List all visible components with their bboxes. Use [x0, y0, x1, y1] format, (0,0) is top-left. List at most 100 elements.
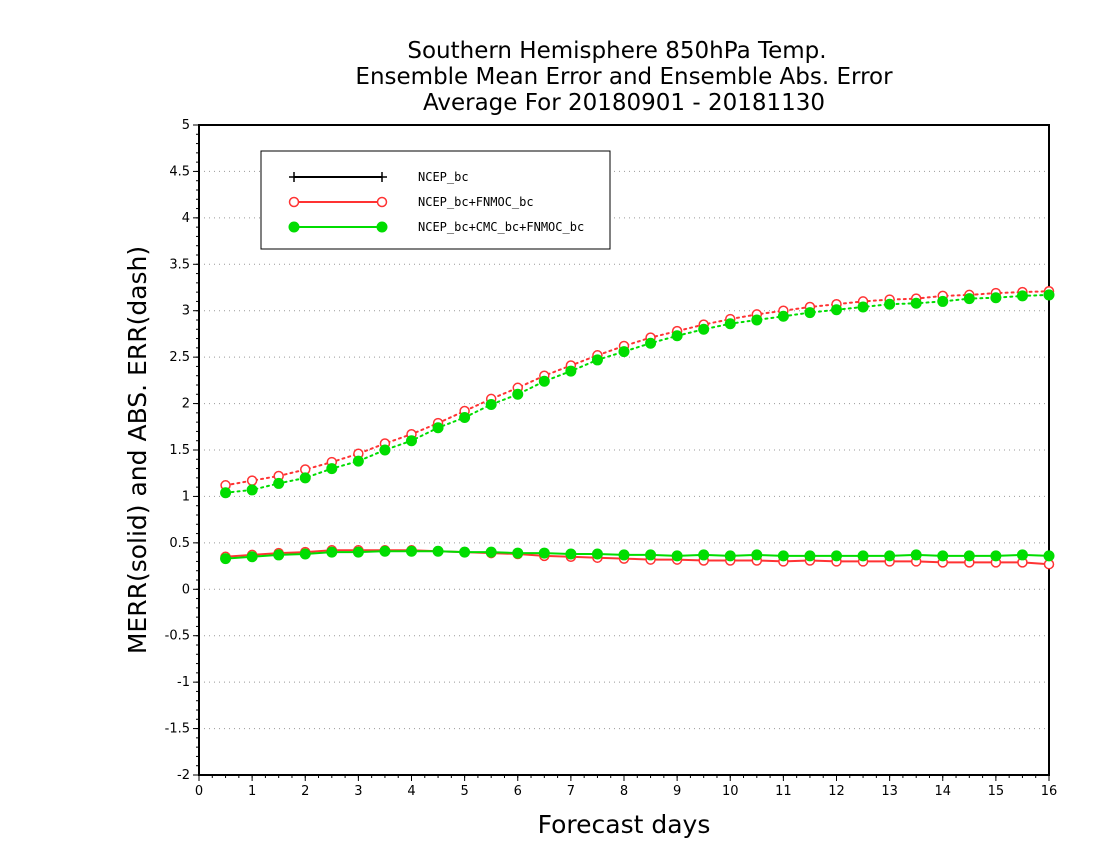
series-2-merr-line: [225, 550, 1050, 560]
legend-marker-1: [288, 196, 300, 208]
legend-marker-2: [288, 221, 300, 233]
series-2-abs-err-point: [698, 323, 710, 335]
series-2-merr-point: [937, 550, 949, 562]
series-2-abs-err-point: [884, 298, 896, 310]
series-2-merr-point: [273, 549, 285, 561]
series-2-merr-point: [618, 549, 630, 561]
series-2-abs-err-point: [299, 472, 311, 484]
title-line-3: Average For 20180901 - 20181130: [423, 90, 825, 116]
series-2-merr-point: [1043, 550, 1055, 562]
series-2-abs-err-point: [565, 365, 577, 377]
y-tick-label: 5: [182, 118, 190, 133]
series-2-merr-point: [751, 549, 763, 561]
x-tick-label: 14: [934, 784, 951, 799]
series-2-merr-point: [406, 545, 417, 557]
series-2-abs-err-point: [512, 388, 524, 400]
series-2-abs-err-point: [751, 314, 763, 326]
series-2-abs-err-point: [645, 337, 657, 349]
legend-label-1: NCEP_bc+FNMOC_bc: [418, 195, 534, 209]
series-2-merr-point: [990, 550, 1002, 562]
title-line-2: Ensemble Mean Error and Ensemble Abs. Er…: [355, 64, 893, 90]
y-tick-label: 3: [182, 304, 190, 319]
y-tick-label: -1: [177, 675, 190, 690]
series-2-merr-point: [777, 550, 789, 562]
legend-marker-0: [289, 172, 299, 182]
series-1-abs-err-line: [224, 290, 1050, 487]
x-tick-label: 0: [195, 784, 203, 799]
series-2-abs-err-point: [485, 399, 497, 410]
x-tick-label: 4: [407, 784, 415, 799]
series-2-abs-err-point: [379, 444, 391, 456]
x-tick-label: 7: [567, 784, 575, 799]
legend: NCEP_bc NCEP_bc+FNMOC_bc NCEP_bc+CMC_bc+FN…: [260, 150, 611, 250]
series-2-merr-point: [671, 550, 683, 562]
series-2-abs-err-point: [937, 295, 949, 307]
series-2-merr-point: [831, 550, 842, 562]
series-2-abs-err-point: [591, 354, 603, 366]
y-tick-label: 3.5: [169, 257, 190, 272]
series-2-abs-err-point: [273, 477, 285, 489]
series-2: [220, 289, 1055, 565]
series-2-abs-err-point: [618, 346, 630, 358]
x-axis-title: Forecast days: [538, 810, 711, 839]
y-axis-title: MERR(solid) and ABS. ERR(dash): [123, 246, 152, 654]
series-2-merr-point: [1016, 549, 1028, 561]
chart-title: Southern Hemisphere 850hPa Temp. Ensembl…: [355, 38, 893, 116]
series-2-merr-point: [432, 545, 444, 557]
series-2-merr-point: [565, 548, 577, 560]
series-2-abs-err-point: [777, 310, 789, 322]
x-tick-label: 12: [828, 784, 845, 799]
series-2-abs-err-point: [671, 330, 683, 342]
x-tick-label: 8: [620, 784, 628, 799]
series-lines: [220, 285, 1055, 570]
series-2-abs-err-point: [831, 304, 842, 316]
series-2-abs-err-point: [352, 455, 364, 467]
y-tick-label: -2: [177, 768, 190, 783]
series-2-abs-err-point: [246, 484, 258, 496]
series-2-abs-err-point: [804, 307, 816, 319]
legend-marker-1: [376, 196, 388, 208]
series-2-abs-err-point: [406, 435, 417, 447]
y-tick-label: 4: [182, 211, 190, 226]
series-2-merr-point: [459, 546, 471, 558]
series-2-abs-err-point: [1043, 289, 1055, 301]
y-tick-label: 2.5: [169, 350, 190, 365]
legend-box: [260, 150, 611, 250]
series-2-abs-err-point: [963, 293, 975, 305]
legend-label-0: NCEP_bc: [418, 170, 469, 184]
series-2-merr-point: [220, 553, 232, 565]
series-2-abs-err-point: [326, 463, 338, 475]
x-tick-label: 2: [301, 784, 309, 799]
series-2-merr-point: [299, 548, 311, 560]
series-2-merr-point: [591, 548, 603, 560]
x-tick-label: 6: [514, 784, 522, 799]
series-2-merr-point: [645, 549, 657, 561]
series-1-abs-err-point: [246, 475, 258, 486]
y-tick-label: 1: [182, 489, 190, 504]
series-2-merr-point: [963, 550, 975, 562]
series-2-abs-err-point: [220, 487, 232, 499]
series-2-merr-point: [724, 550, 736, 562]
series-2-merr-point: [910, 549, 922, 561]
series-2-merr-point: [246, 551, 258, 563]
gridlines: [199, 170, 1049, 730]
y-tick-label: -0.5: [165, 629, 190, 644]
series-2-merr-point: [352, 546, 364, 558]
series-2-merr-point: [884, 550, 896, 562]
x-tick-label: 3: [354, 784, 362, 799]
series-2-merr-point: [512, 547, 524, 559]
title-line-1: Southern Hemisphere 850hPa Temp.: [407, 38, 826, 64]
series-2-abs-err-point: [538, 375, 550, 387]
series-2-abs-err-point: [432, 422, 444, 434]
y-tick-label: 1.5: [169, 443, 190, 458]
series-2-abs-err-point: [1016, 290, 1028, 302]
y-tick-label: 4.5: [169, 164, 190, 179]
series-2-abs-err-point: [459, 412, 471, 423]
series-1: [220, 285, 1055, 570]
y-tick-label: 2: [182, 397, 190, 412]
x-tick-label: 16: [1041, 784, 1058, 799]
series-2-merr-point: [538, 547, 550, 559]
x-tick-label: 1: [248, 784, 256, 799]
x-tick-label: 11: [775, 784, 792, 799]
